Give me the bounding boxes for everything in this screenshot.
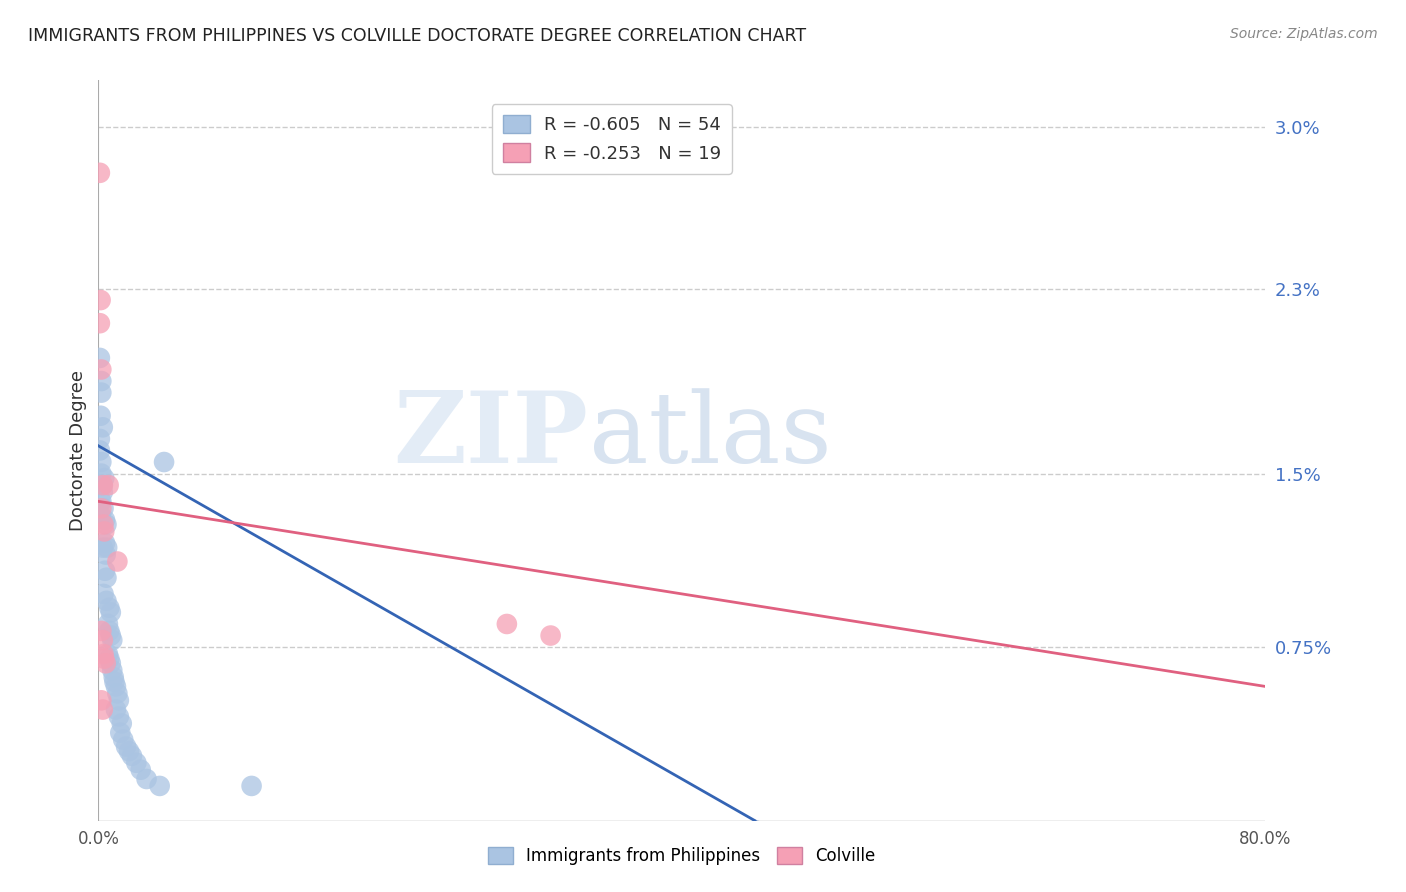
Point — [90, 494, 112, 508]
Point — [103, 670, 125, 684]
Point — [97, 478, 120, 492]
Point — [105, 554, 128, 569]
Text: atlas: atlas — [589, 388, 831, 483]
Point — [97, 617, 120, 632]
Point — [91, 420, 114, 434]
Point — [91, 703, 114, 717]
Point — [93, 587, 115, 601]
Point — [129, 763, 152, 777]
Point — [94, 513, 117, 527]
Point — [90, 501, 112, 516]
Point — [91, 478, 114, 492]
Point — [90, 409, 112, 423]
Text: IMMIGRANTS FROM PHILIPPINES VS COLVILLE DOCTORATE DEGREE CORRELATION CHART: IMMIGRANTS FROM PHILIPPINES VS COLVILLE … — [28, 27, 806, 45]
Point — [540, 628, 562, 642]
Point — [110, 725, 132, 739]
Point — [149, 779, 172, 793]
Point — [100, 657, 122, 671]
Y-axis label: Doctorate Degree: Doctorate Degree — [69, 370, 87, 531]
Point — [153, 455, 176, 469]
Point — [93, 647, 115, 661]
Point — [90, 693, 112, 707]
Point — [91, 633, 114, 648]
Point — [93, 524, 115, 539]
Point — [90, 467, 112, 481]
Point — [100, 606, 122, 620]
Point — [125, 756, 148, 770]
Point — [96, 571, 118, 585]
Point — [100, 628, 122, 642]
Point — [89, 443, 111, 458]
Point — [94, 536, 117, 550]
Point — [90, 508, 112, 523]
Text: ZIP: ZIP — [394, 387, 589, 484]
Point — [96, 594, 118, 608]
Point — [89, 351, 111, 365]
Point — [98, 651, 121, 665]
Point — [96, 517, 118, 532]
Point — [94, 564, 117, 578]
Point — [89, 316, 111, 330]
Point — [91, 541, 114, 555]
Point — [101, 663, 124, 677]
Text: Source: ZipAtlas.com: Source: ZipAtlas.com — [1230, 27, 1378, 41]
Point — [90, 293, 112, 307]
Point — [94, 657, 117, 671]
Point — [118, 744, 141, 758]
Point — [121, 748, 143, 763]
Point — [496, 617, 519, 632]
Point — [93, 471, 115, 485]
Point — [97, 647, 120, 661]
Point — [104, 680, 127, 694]
Point — [98, 624, 121, 638]
Point — [98, 600, 121, 615]
Point — [90, 385, 112, 400]
Point — [115, 739, 138, 754]
Point — [135, 772, 157, 786]
Point — [240, 779, 263, 793]
Point — [101, 633, 124, 648]
Point — [96, 541, 118, 555]
Legend: Immigrants from Philippines, Colville: Immigrants from Philippines, Colville — [481, 840, 883, 871]
Point — [90, 624, 112, 638]
Point — [89, 166, 111, 180]
Point — [105, 686, 128, 700]
Point — [103, 674, 125, 689]
Point — [90, 374, 112, 388]
Point — [108, 693, 131, 707]
Point — [91, 478, 114, 492]
Point — [94, 548, 117, 562]
Point — [104, 703, 127, 717]
Point — [93, 517, 115, 532]
Point — [90, 455, 112, 469]
Point — [89, 432, 111, 446]
Point — [91, 485, 114, 500]
Point — [93, 651, 115, 665]
Point — [93, 501, 115, 516]
Point — [112, 732, 135, 747]
Point — [108, 709, 131, 723]
Point — [111, 716, 134, 731]
Point — [90, 362, 112, 376]
